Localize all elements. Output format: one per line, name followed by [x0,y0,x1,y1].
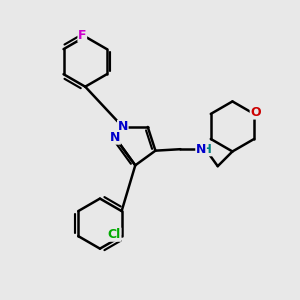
Text: O: O [250,106,261,119]
Text: N: N [118,121,128,134]
Text: H: H [202,143,212,156]
Text: N: N [110,131,120,144]
Text: Cl: Cl [108,228,121,241]
Text: N: N [196,143,206,156]
Text: F: F [78,29,86,42]
